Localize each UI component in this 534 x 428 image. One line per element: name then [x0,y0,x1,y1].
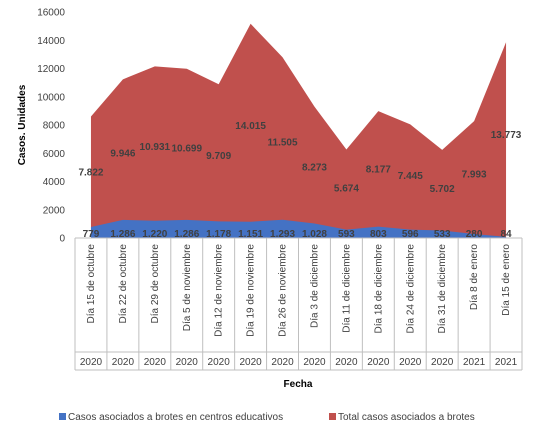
y-tick-label: 10000 [37,92,65,103]
data-label-total: 5.702 [430,184,455,195]
x-tick-label: Día 11 de diciembre [341,244,352,333]
data-label-educativos: 779 [83,229,100,240]
x-tick-label: Día 8 de enero [469,244,480,311]
y-tick-label: 6000 [43,149,66,160]
data-label-total: 9.946 [110,149,135,160]
year-label: 2020 [431,357,454,368]
data-label-educativos: 84 [500,229,512,240]
y-tick-label: 14000 [37,36,65,47]
year-label: 2020 [80,357,103,368]
data-label-total: 7.445 [398,171,423,182]
legend: Casos asociados a brotes en centros educ… [59,412,475,423]
x-tick-label: Día 22 de octubre [118,244,129,324]
x-tick-label: Día 24 de diciembre [405,244,416,334]
x-axis: Día 15 de octubre Día 22 de octubre Día 29… [74,237,523,371]
data-label-total: 14.015 [235,121,266,132]
data-label-educativos: 593 [338,229,355,240]
legend-label-total: Total casos asociados a brotes [338,412,475,423]
legend-label-educativos: Casos asociados a brotes en centros educ… [68,412,283,423]
data-label-educativos: 1.293 [270,229,295,240]
data-label-educativos: 1.178 [206,229,231,240]
year-label: 2020 [208,357,231,368]
data-label-total: 7.822 [78,167,103,178]
x-tick-label: Día 5 de noviembre [182,244,193,332]
data-label-educativos: 1.286 [110,229,135,240]
x-tick-label: Día 26 de noviembre [278,244,289,337]
data-label-total: 10.699 [171,143,202,154]
y-axis-title: Casos. Unidades [17,84,28,165]
x-axis-title: Fecha [284,379,313,390]
year-label: 2020 [176,357,199,368]
data-label-total: 8.273 [302,162,327,173]
y-tick-label: 4000 [43,177,66,188]
year-label: 2020 [112,357,135,368]
x-tick-label: Día 19 de noviembre [246,244,257,337]
x-tick-label: Día 12 de noviembre [214,244,225,337]
y-tick-label: 0 [59,234,65,245]
y-tick-label: 2000 [43,205,66,216]
year-label: 2020 [367,357,390,368]
year-label: 2021 [463,357,486,368]
x-tick-label: Día 15 de enero [501,244,512,316]
data-label-educativos: 1.286 [174,229,199,240]
year-label: 2020 [144,357,167,368]
y-tick-label: 8000 [43,121,66,132]
data-label-educativos: 1.220 [142,229,167,240]
year-label: 2020 [271,357,294,368]
data-label-total: 11.505 [268,138,298,149]
area-total [90,23,507,239]
x-tick-label: Día 3 de diciembre [309,244,320,328]
year-label: 2020 [335,357,358,368]
y-tick-label: 12000 [37,64,65,75]
data-label-total: 5.674 [334,184,359,195]
year-label: 2020 [239,357,262,368]
year-label: 2020 [303,357,326,368]
data-label-educativos: 803 [370,229,387,240]
legend-swatch-educativos [59,413,66,420]
x-tick-label: Día 31 de diciembre [437,244,448,334]
data-label-total: 13.773 [491,130,522,141]
data-label-educativos: 533 [434,229,451,240]
y-tick-label: 16000 [37,8,65,19]
year-label: 2021 [495,357,518,368]
data-label-educativos: 596 [402,229,419,240]
data-label-educativos: 1.151 [238,229,263,240]
data-label-educativos: 1.028 [302,229,327,240]
data-label-total: 10.931 [140,142,171,153]
data-label-total: 8.177 [366,165,391,176]
legend-swatch-total [329,413,336,420]
x-tick-label: Día 18 de diciembre [373,244,384,334]
area-educativos [90,219,507,238]
data-label-educativos: 280 [466,229,483,240]
y-axis: 0 2000 4000 6000 8000 10000 12000 14000 16000 [37,8,65,245]
x-tick-label: Día 15 de octubre [86,244,97,324]
year-label: 2020 [399,357,422,368]
data-label-total: 7.993 [462,170,487,181]
data-label-total: 9.709 [206,151,231,162]
x-tick-label: Día 29 de octubre [150,244,161,324]
